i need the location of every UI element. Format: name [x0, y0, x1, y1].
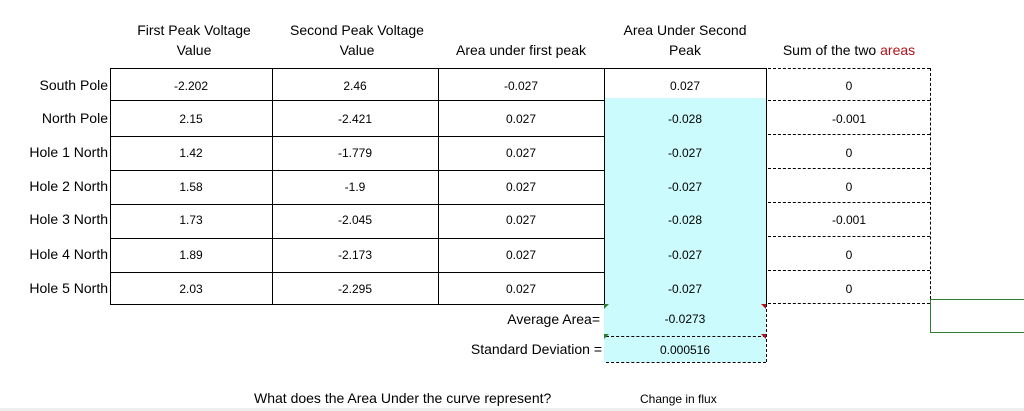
sum-dash: [768, 270, 930, 271]
sum-dash: [768, 134, 930, 135]
first-peak-cell[interactable]: 1.89: [179, 248, 203, 262]
grid-line: [110, 272, 604, 273]
grid-vline: [604, 68, 605, 304]
area-second-cell[interactable]: -0.027: [667, 248, 703, 262]
row-label: Hole 3 North: [29, 211, 108, 227]
sum-dash: [768, 202, 930, 203]
sum-dash: [768, 100, 930, 101]
first-peak-cell[interactable]: 1.73: [179, 213, 203, 227]
grid-line: [110, 100, 604, 101]
std-dev-label: Standard Deviation =: [470, 341, 602, 357]
selected-cell[interactable]: [930, 299, 1024, 333]
sum-cell[interactable]: 0: [845, 79, 853, 93]
sum-cell[interactable]: 0: [845, 180, 853, 194]
grid-vline: [272, 68, 273, 304]
header-second-peak-line1: Second Peak Voltage: [290, 22, 424, 38]
first-peak-cell[interactable]: 1.58: [179, 180, 203, 194]
grid-line: [110, 204, 604, 205]
grid-vline: [438, 68, 439, 304]
area-first-cell[interactable]: 0.027: [505, 213, 537, 227]
row-label: Hole 1 North: [29, 144, 108, 160]
header-sum: Sum of the two areas: [766, 40, 932, 60]
area-first-cell[interactable]: -0.027: [503, 79, 539, 93]
average-area-value[interactable]: -0.0273: [664, 312, 706, 326]
header-first-peak: First Peak Voltage Value: [120, 20, 268, 60]
highlight-area-second: [604, 98, 766, 362]
average-area-label: Average Area=: [507, 311, 600, 327]
header-area-first: Area under first peak: [456, 42, 586, 58]
second-peak-cell[interactable]: -2.295: [337, 282, 373, 296]
area-first-cell[interactable]: 0.027: [505, 282, 537, 296]
grid-line: [110, 238, 604, 239]
comment-marker-green: [604, 334, 609, 339]
header-second-peak-line2: Value: [339, 42, 375, 58]
grid-line: [110, 136, 604, 137]
header-area-second-line1: Area Under Second: [623, 22, 747, 38]
first-peak-cell[interactable]: -2.202: [173, 79, 209, 93]
grid-line: [110, 170, 604, 171]
grid-vline: [766, 68, 767, 304]
row-label: North Pole: [41, 110, 108, 126]
area-second-cell[interactable]: 0.027: [669, 79, 701, 93]
sum-dash: [768, 303, 930, 304]
header-area-second: Area Under Second Peak: [604, 20, 766, 60]
stats-dash: [606, 336, 766, 337]
header-sum-prefix: Sum of the two: [782, 42, 881, 58]
grid-vline: [110, 68, 111, 304]
area-first-cell[interactable]: 0.027: [505, 248, 537, 262]
second-peak-cell[interactable]: -2.173: [337, 248, 373, 262]
header-second-peak: Second Peak Voltage Value: [272, 20, 442, 60]
grid-bottom: [110, 304, 604, 305]
comment-marker-green: [604, 304, 609, 309]
sheet-bottom-edge: [0, 408, 1024, 411]
sum-dash: [768, 168, 930, 169]
sum-cell[interactable]: 0: [845, 146, 853, 160]
second-peak-cell[interactable]: -2.421: [337, 112, 373, 126]
area-first-cell[interactable]: 0.027: [505, 112, 537, 126]
area-second-cell[interactable]: -0.027: [667, 146, 703, 160]
sum-dash-vertical: [930, 68, 931, 304]
sum-cell[interactable]: 0: [845, 248, 853, 262]
first-peak-cell[interactable]: 2.03: [179, 282, 203, 296]
second-peak-cell[interactable]: 2.46: [343, 79, 367, 93]
row-label: Hole 5 North: [29, 280, 108, 296]
comment-marker-red: [761, 304, 766, 309]
stats-dash: [606, 362, 766, 363]
area-second-cell[interactable]: -0.027: [667, 282, 703, 296]
sum-cell[interactable]: 0: [845, 282, 853, 296]
row-label: South Pole: [39, 77, 109, 93]
question-answer[interactable]: Change in flux: [640, 392, 717, 406]
area-second-cell[interactable]: -0.028: [667, 112, 703, 126]
row-label: Hole 4 North: [29, 246, 108, 262]
first-peak-cell[interactable]: 1.42: [179, 146, 203, 160]
question-text: What does the Area Under the curve repre…: [254, 390, 552, 406]
second-peak-cell[interactable]: -2.045: [337, 213, 373, 227]
first-peak-cell[interactable]: 2.15: [179, 112, 203, 126]
area-first-cell[interactable]: 0.027: [505, 146, 537, 160]
header-area-second-line2: Peak: [669, 42, 701, 58]
comment-marker-red: [761, 334, 766, 339]
header-sum-suffix: areas: [880, 42, 916, 58]
header-first-peak-line2: Value: [176, 42, 212, 58]
sum-dash: [768, 68, 930, 69]
second-peak-cell[interactable]: -1.9: [344, 180, 366, 194]
stats-dash-vertical: [766, 304, 767, 362]
area-second-cell[interactable]: -0.027: [667, 180, 703, 194]
row-label: Hole 2 North: [29, 178, 108, 194]
sum-dash: [768, 236, 930, 237]
area-second-cell[interactable]: -0.028: [667, 213, 703, 227]
area-first-cell[interactable]: 0.027: [505, 180, 537, 194]
second-peak-cell[interactable]: -1.779: [337, 146, 373, 160]
std-dev-value[interactable]: 0.000516: [659, 343, 711, 357]
sum-cell[interactable]: -0.001: [831, 112, 867, 126]
header-first-peak-line1: First Peak Voltage: [137, 22, 251, 38]
sum-cell[interactable]: -0.001: [831, 213, 867, 227]
